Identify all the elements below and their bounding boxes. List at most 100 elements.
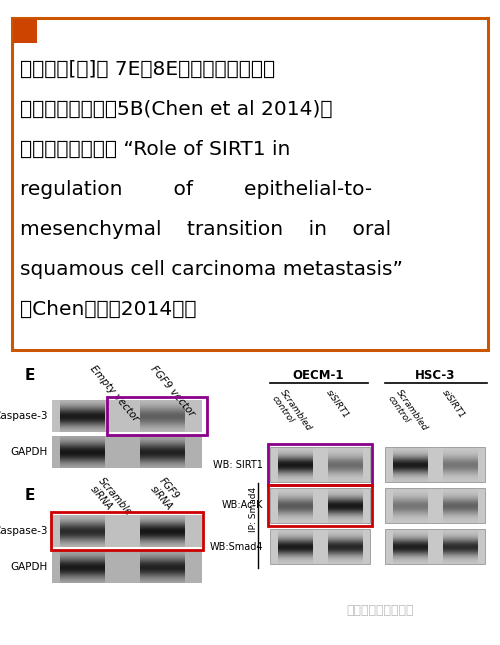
- Bar: [140, 437, 185, 438]
- Bar: [52, 551, 202, 583]
- Bar: [443, 481, 478, 482]
- Bar: [278, 529, 313, 530]
- Bar: [278, 478, 313, 479]
- Bar: [328, 492, 363, 493]
- Bar: [443, 460, 478, 461]
- Bar: [328, 499, 363, 500]
- Bar: [393, 530, 428, 531]
- Text: GAPDH: GAPDH: [11, 562, 48, 572]
- Bar: [278, 511, 313, 512]
- Bar: [443, 459, 478, 460]
- Bar: [60, 524, 105, 525]
- Bar: [278, 548, 313, 549]
- Bar: [278, 458, 313, 459]
- Text: 的条带与《右》图5B(Chen et al 2014)中: 的条带与《右》图5B(Chen et al 2014)中: [20, 100, 332, 119]
- Bar: [140, 566, 185, 567]
- Bar: [393, 554, 428, 555]
- Bar: [140, 565, 185, 566]
- Bar: [140, 446, 185, 447]
- Bar: [60, 523, 105, 524]
- Bar: [278, 464, 313, 465]
- Bar: [328, 549, 363, 550]
- Bar: [443, 453, 478, 454]
- Bar: [60, 422, 105, 423]
- Bar: [140, 416, 185, 417]
- Bar: [393, 464, 428, 465]
- Bar: [140, 515, 185, 516]
- Bar: [278, 475, 313, 476]
- Bar: [140, 538, 185, 539]
- Bar: [140, 556, 185, 557]
- Bar: [443, 447, 478, 448]
- Bar: [140, 524, 185, 525]
- Bar: [60, 533, 105, 534]
- Bar: [60, 428, 105, 429]
- Bar: [328, 512, 363, 513]
- Bar: [140, 552, 185, 553]
- Bar: [140, 457, 185, 458]
- Bar: [140, 581, 185, 582]
- Bar: [443, 504, 478, 505]
- Text: 质疑二：[左]图 7E、8E查重软件认为标记: 质疑二：[左]图 7E、8E查重软件认为标记: [20, 60, 275, 79]
- Text: GAPDH: GAPDH: [11, 447, 48, 457]
- Bar: [140, 570, 185, 571]
- Bar: [328, 467, 363, 468]
- Text: OECM-1: OECM-1: [292, 369, 344, 382]
- Bar: [60, 571, 105, 572]
- Bar: [140, 537, 185, 538]
- Bar: [393, 545, 428, 546]
- Bar: [393, 507, 428, 508]
- Bar: [140, 462, 185, 463]
- Bar: [443, 508, 478, 509]
- Bar: [140, 418, 185, 419]
- Bar: [328, 498, 363, 499]
- Bar: [443, 533, 478, 534]
- Bar: [140, 406, 185, 407]
- Bar: [278, 448, 313, 449]
- Bar: [328, 478, 363, 479]
- Bar: [443, 556, 478, 557]
- Bar: [278, 453, 313, 454]
- Bar: [140, 422, 185, 423]
- Bar: [393, 519, 428, 520]
- Bar: [443, 496, 478, 497]
- Bar: [443, 468, 478, 469]
- Bar: [60, 528, 105, 529]
- Bar: [443, 534, 478, 535]
- Bar: [140, 451, 185, 452]
- Bar: [140, 520, 185, 521]
- Bar: [328, 448, 363, 449]
- Bar: [140, 430, 185, 431]
- Bar: [278, 489, 313, 490]
- Bar: [60, 456, 105, 457]
- Bar: [278, 521, 313, 522]
- Bar: [140, 543, 185, 544]
- Bar: [278, 519, 313, 520]
- Bar: [278, 506, 313, 507]
- Bar: [140, 426, 185, 427]
- Bar: [60, 579, 105, 580]
- Bar: [60, 581, 105, 582]
- Bar: [278, 496, 313, 497]
- Bar: [278, 509, 313, 510]
- Bar: [328, 540, 363, 541]
- Bar: [443, 489, 478, 490]
- Bar: [278, 533, 313, 534]
- Bar: [393, 499, 428, 500]
- Bar: [60, 442, 105, 443]
- Bar: [140, 572, 185, 573]
- Bar: [328, 554, 363, 555]
- Bar: [60, 453, 105, 454]
- Bar: [443, 538, 478, 539]
- Bar: [278, 480, 313, 481]
- Bar: [443, 490, 478, 491]
- Bar: [60, 573, 105, 574]
- Bar: [328, 538, 363, 539]
- Bar: [278, 557, 313, 558]
- Bar: [140, 436, 185, 437]
- Bar: [60, 424, 105, 425]
- Bar: [140, 574, 185, 575]
- Bar: [140, 568, 185, 569]
- Bar: [60, 560, 105, 561]
- Bar: [393, 480, 428, 481]
